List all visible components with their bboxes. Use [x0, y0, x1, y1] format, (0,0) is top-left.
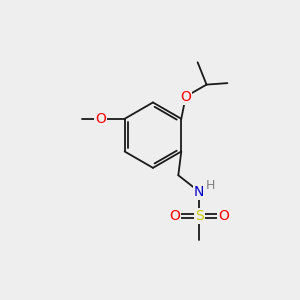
Text: O: O [218, 209, 229, 223]
Text: S: S [195, 209, 203, 223]
Text: O: O [169, 209, 180, 223]
Text: H: H [206, 178, 215, 192]
Text: O: O [180, 89, 191, 103]
Text: O: O [95, 112, 106, 126]
Text: N: N [194, 184, 204, 199]
